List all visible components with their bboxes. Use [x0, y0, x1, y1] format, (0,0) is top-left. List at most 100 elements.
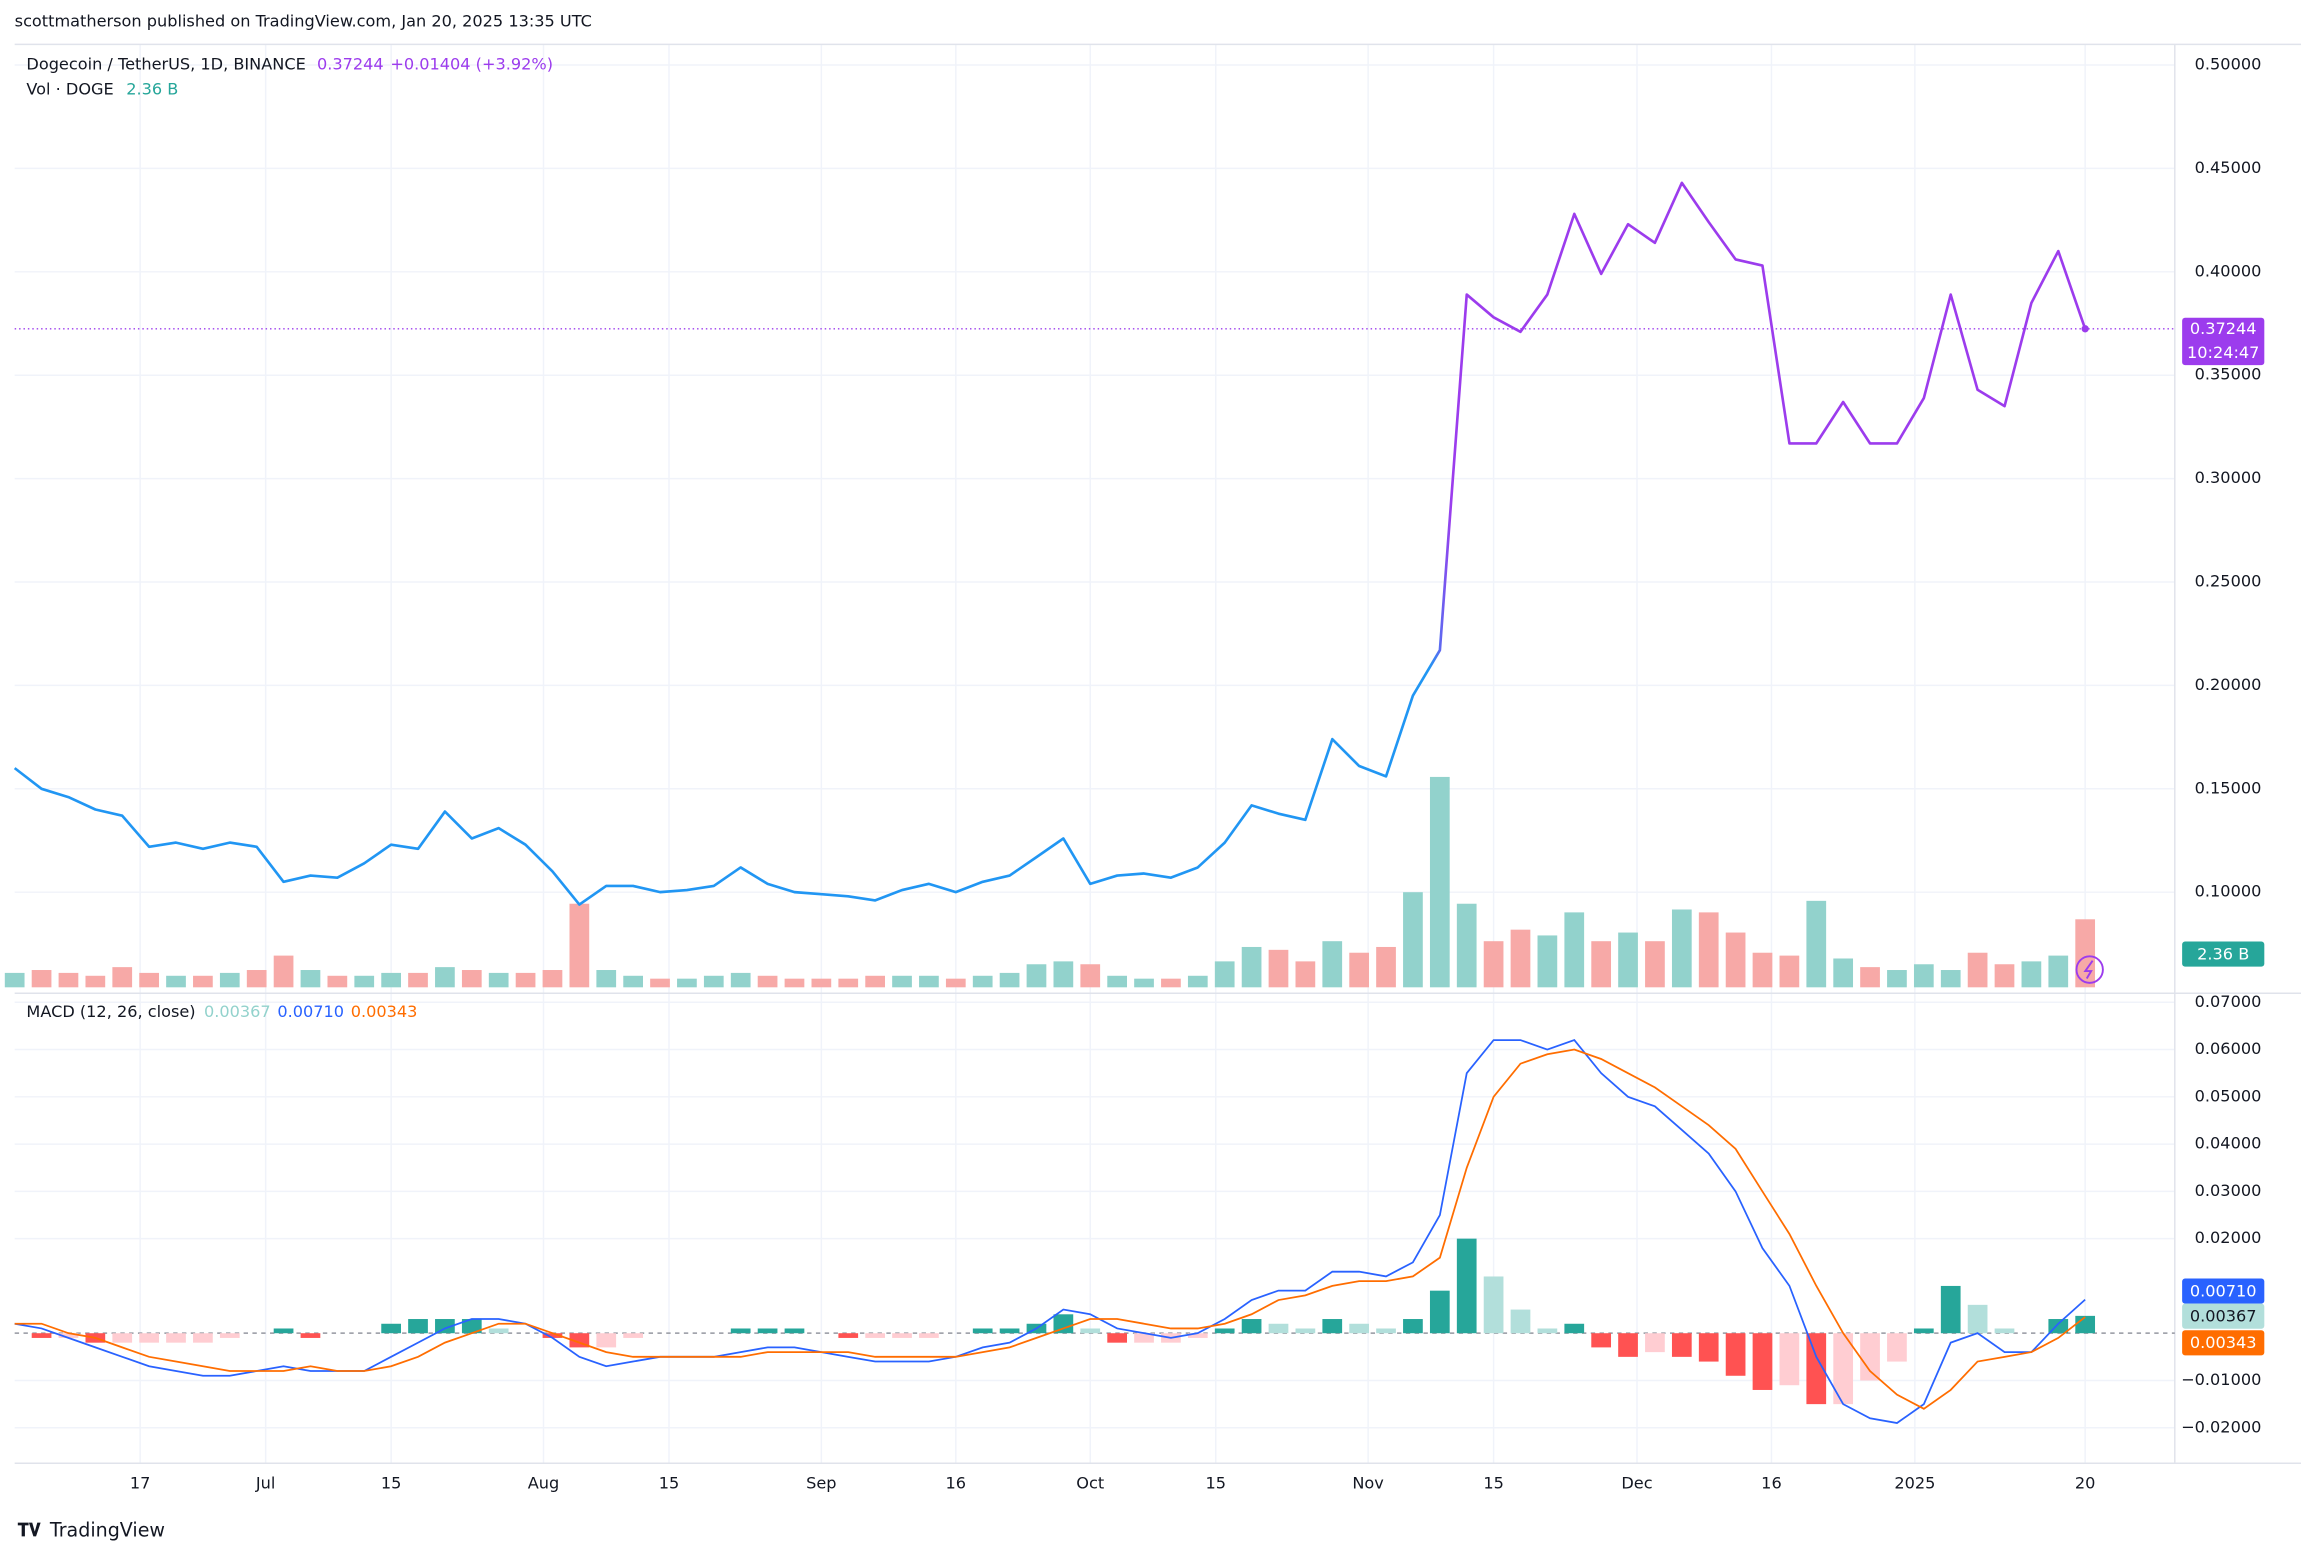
histogram-bar	[1940, 1285, 1961, 1334]
volume-bar	[1376, 946, 1396, 988]
x-tick-label: Oct	[1076, 1473, 1104, 1492]
histogram-bar	[1537, 1328, 1558, 1334]
volume-bar	[1429, 776, 1450, 988]
volume-bar	[1645, 941, 1665, 988]
histogram-bar	[1429, 1290, 1450, 1334]
histogram-bar	[865, 1333, 885, 1338]
x-tick-label: 20	[2075, 1473, 2096, 1492]
volume-bar	[1967, 952, 1988, 988]
volume-bar	[1671, 909, 1692, 988]
histogram-bar	[1967, 1304, 1988, 1334]
histogram-bar	[166, 1333, 186, 1343]
x-tick-label: 15	[1205, 1473, 1226, 1492]
histogram-bar	[273, 1328, 294, 1334]
x-tick-label: Sep	[806, 1473, 836, 1492]
last-price-dot	[2081, 325, 2089, 333]
volume-bar	[1940, 970, 1961, 988]
histogram-bar	[1268, 1323, 1289, 1334]
histogram-bar	[1618, 1333, 1638, 1357]
alert-icon[interactable]	[2075, 955, 2104, 984]
volume-bar	[945, 978, 966, 988]
volume-bar	[784, 978, 805, 988]
histogram-bar	[1349, 1323, 1370, 1334]
histogram-bar	[1752, 1333, 1773, 1390]
volume-bar	[246, 970, 267, 988]
price-tag	[2182, 317, 2265, 366]
volume-bar	[919, 975, 939, 988]
histogram-bar	[919, 1333, 939, 1338]
volume-tag-label: 2.36 B	[2197, 944, 2249, 963]
volume-bar	[811, 978, 832, 988]
histogram-bar	[31, 1333, 52, 1338]
footer-brand: TradingView	[49, 1519, 165, 1542]
volume-bar	[1994, 964, 2015, 988]
y-tick-label: 0.25000	[2195, 571, 2262, 590]
x-tick-label: Nov	[1352, 1473, 1384, 1492]
histogram-bar	[488, 1328, 509, 1334]
volume-bar	[1887, 970, 1907, 988]
volume-bar	[1053, 961, 1074, 988]
volume-bar	[1537, 935, 1558, 988]
volume-bar	[1187, 975, 1208, 988]
volume-bar	[1241, 946, 1262, 988]
y-tick-label: 0.04000	[2195, 1134, 2262, 1153]
histogram-bar	[112, 1333, 133, 1343]
volume-bar	[1161, 978, 1181, 988]
histogram-bar	[1214, 1328, 1235, 1334]
histogram-bar	[58, 1333, 79, 1338]
last-price: 0.37244	[317, 54, 384, 73]
histogram-bar	[1994, 1328, 2015, 1334]
y-tick-label: 0.45000	[2195, 158, 2262, 177]
x-tick-label: 2025	[1894, 1473, 1935, 1492]
y-tick-label: −0.02000	[2181, 1417, 2261, 1436]
y-tick-label: 0.35000	[2195, 365, 2262, 384]
y-tick-label: 0.02000	[2195, 1228, 2262, 1247]
histogram-bar	[1564, 1323, 1585, 1334]
volume-bar	[2021, 961, 2042, 988]
volume-bar	[1403, 892, 1423, 988]
histogram-bar	[408, 1319, 428, 1334]
y-tick-label: 0.40000	[2195, 261, 2262, 280]
hist-last: 0.00367	[204, 1002, 271, 1021]
volume-bar	[650, 978, 670, 988]
volume-bar	[488, 972, 509, 988]
histogram-bar	[381, 1323, 401, 1334]
volume-bar	[327, 975, 348, 988]
x-tick-label: 15	[1483, 1473, 1504, 1492]
histogram-bar	[623, 1333, 643, 1338]
histogram-bar	[730, 1328, 751, 1334]
y-tick-label: 0.10000	[2195, 882, 2262, 901]
volume-bar	[757, 975, 778, 988]
volume-bar	[892, 975, 912, 988]
volume-bar	[1483, 941, 1504, 988]
histogram-bar	[1053, 1314, 1074, 1334]
x-tick-label: 15	[659, 1473, 680, 1492]
volume-bar	[1913, 964, 1934, 988]
y-tick-label: 0.50000	[2195, 54, 2262, 73]
histogram-bar	[2075, 1315, 2096, 1334]
y-tick-label: 0.30000	[2195, 468, 2262, 487]
histogram-bar	[596, 1333, 617, 1348]
volume-bar	[461, 970, 482, 988]
logo-mark: 𝐓𝐕	[18, 1521, 42, 1541]
histogram-bar	[1671, 1333, 1692, 1357]
volume-bar	[1725, 932, 1746, 988]
volume-bar	[1349, 952, 1370, 988]
volume-bar	[381, 972, 401, 988]
histogram-bar	[1483, 1276, 1504, 1334]
histogram-bar	[1510, 1309, 1531, 1334]
histogram-bar	[1645, 1333, 1665, 1353]
histogram-bar	[1591, 1333, 1612, 1348]
volume-bar	[58, 972, 79, 988]
volume-bar	[1698, 912, 1719, 988]
volume-bar	[85, 975, 106, 988]
y-tick-label: 0.03000	[2195, 1181, 2262, 1200]
volume-bar	[1107, 975, 1128, 988]
price-change: +0.01404 (+3.92%)	[390, 54, 553, 73]
volume-bar	[193, 975, 213, 988]
histogram-bar	[1376, 1328, 1396, 1334]
volume-bar	[1456, 903, 1477, 988]
volume-bar	[1134, 978, 1154, 988]
volume-bar	[139, 972, 159, 988]
